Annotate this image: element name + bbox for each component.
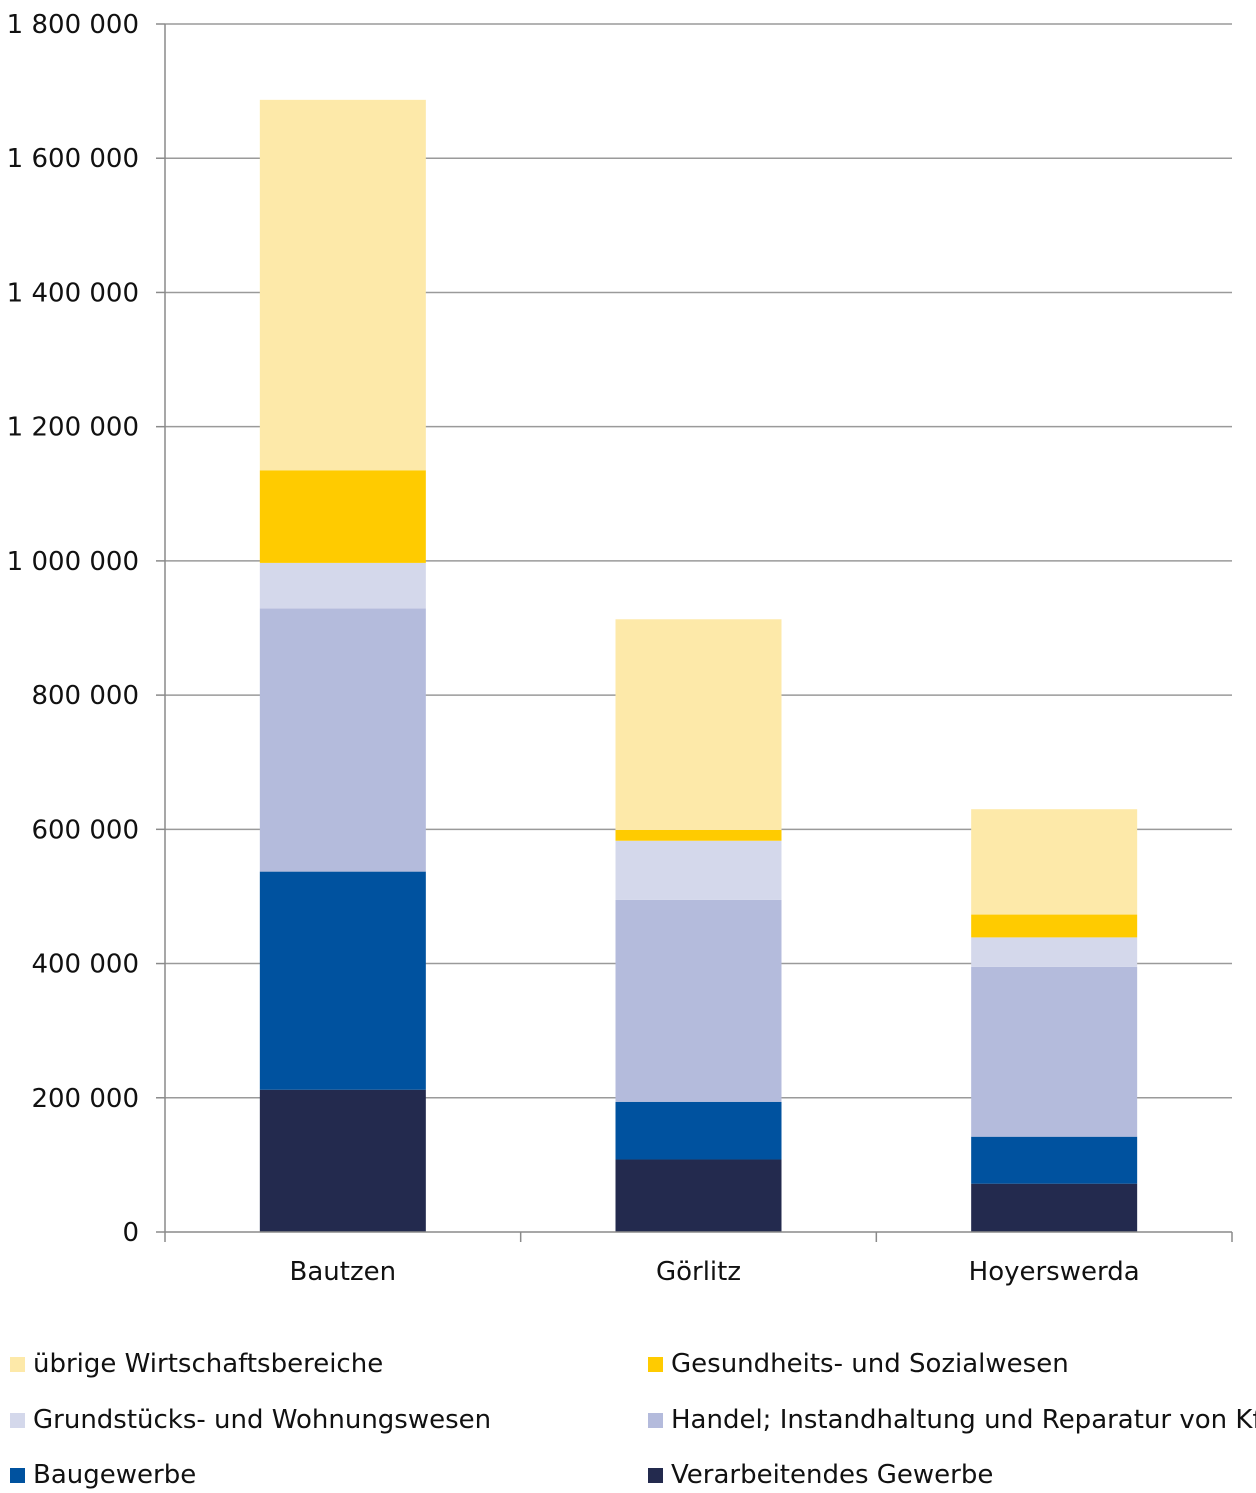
bar-segment-bautzen-3 [259,562,426,609]
bar-segment-bautzen-4 [259,470,426,563]
bar-segment-hoyerswerda-0 [971,1183,1138,1232]
legend-label: übrige Wirtschaftsbereiche [33,1349,384,1379]
bar-segment-g-rlitz-5 [615,619,782,831]
y-tick-label: 0 [122,1218,139,1248]
legend-item: Grundstücks- und Wohnungswesen [10,1402,491,1438]
y-tick-label: 1 200 000 [7,413,139,443]
legend: übrige Wirtschaftsbereiche Gesundheits- u… [0,1340,1256,1490]
legend-label: Handel; Instandhaltung und Reparatur von… [671,1405,1256,1435]
bar-segment-bautzen-1 [259,871,426,1090]
legend-swatch [10,1467,25,1483]
stacked-bar-chart: 0 200 000 400 000 600 000 800 000 1 000 000 1 … [7,10,1233,1287]
bar-segment-g-rlitz-2 [615,899,782,1102]
legend-item: Verarbeitendes Gewerbe [648,1457,993,1493]
x-tick-label: Bautzen [290,1257,397,1287]
legend-item: übrige Wirtschaftsbereiche [10,1346,383,1382]
y-tick-label: 1 800 000 [7,10,139,40]
bar-segment-bautzen-5 [259,99,426,471]
x-tick-label: Görlitz [656,1257,741,1287]
y-tick-label: 1 600 000 [7,144,139,174]
legend-swatch [648,1467,663,1483]
y-axis-tick-labels: 0 200 000 400 000 600 000 800 000 1 000 000 1 … [7,10,139,1248]
legend-swatch [10,1412,25,1428]
y-tick-label: 800 000 [31,681,139,711]
bar-segment-bautzen-0 [259,1089,426,1232]
bar-segment-g-rlitz-0 [615,1159,782,1232]
y-tick-label: 400 000 [31,950,139,980]
legend-label: Gesundheits- und Sozialwesen [671,1349,1069,1379]
legend-label: Grundstücks- und Wohnungswesen [33,1405,492,1435]
legend-swatch [648,1412,663,1428]
legend-item: Baugewerbe [10,1457,196,1493]
legend-label: Verarbeitendes Gewerbe [671,1460,994,1490]
legend-item: Gesundheits- und Sozialwesen [648,1346,1069,1382]
bar-segment-g-rlitz-4 [615,830,782,841]
legend-swatch [648,1356,663,1372]
bars [259,99,1138,1232]
bar-segment-hoyerswerda-2 [971,966,1138,1137]
x-axis-tick-labels: Bautzen Görlitz Hoyerswerda [290,1257,1140,1287]
x-tick-label: Hoyerswerda [969,1257,1140,1287]
axes [156,23,1233,1242]
bar-segment-hoyerswerda-4 [971,914,1138,938]
y-tick-label: 1 400 000 [7,278,139,308]
y-tick-label: 600 000 [31,815,139,845]
bar-segment-hoyerswerda-3 [971,937,1138,967]
bar-segment-hoyerswerda-5 [971,809,1138,915]
bar-segment-g-rlitz-3 [615,840,782,900]
bar-segment-g-rlitz-1 [615,1101,782,1160]
legend-swatch [10,1356,25,1372]
y-tick-label: 1 000 000 [7,547,139,577]
y-tick-label: 200 000 [31,1084,139,1114]
bar-segment-hoyerswerda-1 [971,1136,1138,1184]
bar-segment-bautzen-2 [259,608,426,872]
legend-label: Baugewerbe [33,1460,197,1490]
legend-item: Handel; Instandhaltung und Reparatur von… [648,1402,1256,1438]
